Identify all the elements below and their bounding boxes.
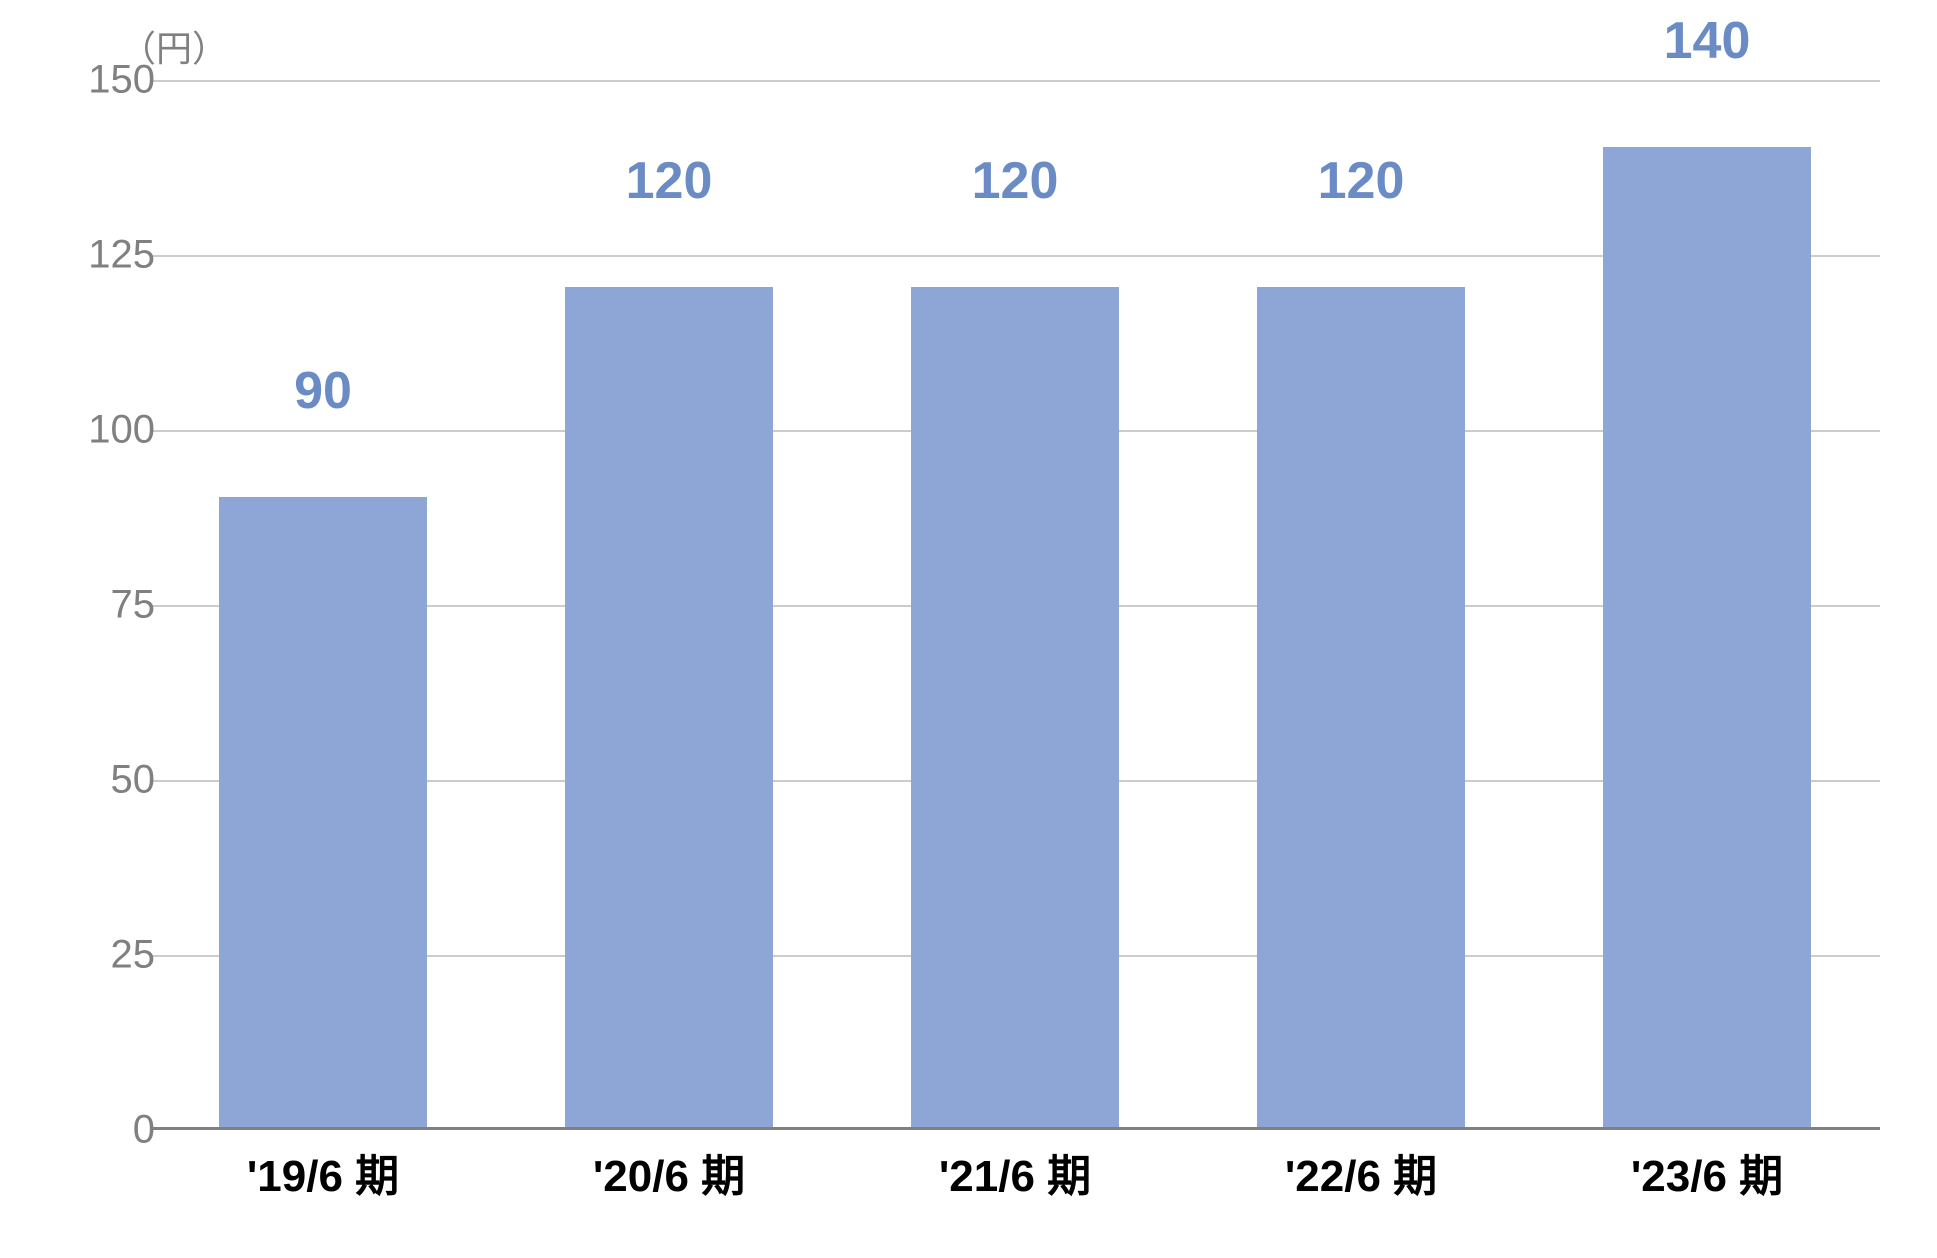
ytick-label: 100 bbox=[55, 408, 155, 453]
x-label: '23/6 期 bbox=[1534, 1140, 1880, 1204]
bar-group: 140 bbox=[1534, 80, 1880, 1127]
bar bbox=[1603, 147, 1811, 1127]
x-labels: '19/6 期'20/6 期'21/6 期'22/6 期'23/6 期 bbox=[150, 1140, 1880, 1204]
value-label: 140 bbox=[1664, 11, 1751, 79]
bar-group: 90 bbox=[150, 80, 496, 1127]
plot-area: 90 120 120 120 140 bbox=[150, 80, 1880, 1130]
value-label: 120 bbox=[1318, 151, 1405, 219]
ytick-label: 75 bbox=[55, 583, 155, 628]
ytick-label: 25 bbox=[55, 933, 155, 978]
bar-group: 120 bbox=[496, 80, 842, 1127]
bar-group: 120 bbox=[1188, 80, 1534, 1127]
ytick-label: 50 bbox=[55, 758, 155, 803]
bar bbox=[219, 497, 427, 1127]
bar bbox=[911, 287, 1119, 1127]
ytick-label: 125 bbox=[55, 233, 155, 278]
x-label: '21/6 期 bbox=[842, 1140, 1188, 1204]
value-label: 90 bbox=[294, 361, 352, 429]
ytick-label: 150 bbox=[55, 58, 155, 103]
x-label: '20/6 期 bbox=[496, 1140, 842, 1204]
bar bbox=[565, 287, 773, 1127]
value-label: 120 bbox=[626, 151, 713, 219]
x-label: '19/6 期 bbox=[150, 1140, 496, 1204]
bars-wrapper: 90 120 120 120 140 bbox=[150, 80, 1880, 1127]
bar bbox=[1257, 287, 1465, 1127]
ytick-label: 0 bbox=[55, 1108, 155, 1153]
value-label: 120 bbox=[972, 151, 1059, 219]
chart-container: （円） 90120120120140 0255075100125150 '19/… bbox=[50, 20, 1900, 1220]
bar-group: 120 bbox=[842, 80, 1188, 1127]
x-label: '22/6 期 bbox=[1188, 1140, 1534, 1204]
